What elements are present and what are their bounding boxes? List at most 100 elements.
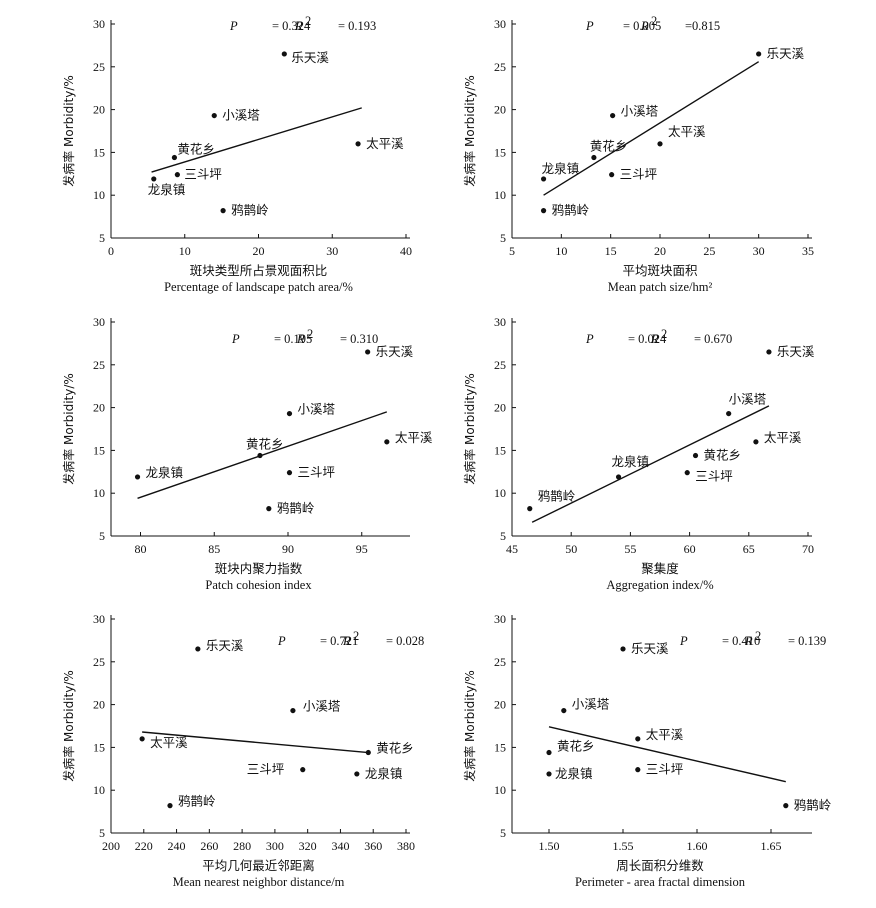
- x-tick-label: 0: [108, 244, 114, 258]
- x-tick-label: 10: [179, 244, 191, 258]
- x-tick-label: 5: [509, 244, 515, 258]
- x-tick-label: 60: [684, 542, 696, 556]
- regression-line: [543, 61, 760, 196]
- point-label: 三斗坪: [247, 762, 285, 777]
- x-axis-label: 平均几何最近邻距离: [202, 858, 315, 873]
- data-point: [151, 176, 157, 182]
- point-label: 三斗坪: [297, 465, 335, 480]
- x-tick-label: 10: [555, 244, 567, 258]
- p-value: = 0.005: [623, 19, 661, 33]
- point-label: 鸦鹊岭: [178, 794, 216, 809]
- data-point: [281, 51, 287, 57]
- y-tick-label: 25: [494, 60, 506, 74]
- r-squared-value: = 0.139: [788, 634, 826, 648]
- point-label: 乐天溪: [777, 344, 815, 359]
- x-tick-label: 90: [282, 542, 294, 556]
- x-tick-label: 45: [506, 542, 518, 556]
- p-label: P: [585, 332, 594, 346]
- point-label: 乐天溪: [206, 638, 244, 653]
- data-point: [174, 172, 180, 178]
- y-tick-label: 20: [93, 698, 105, 712]
- data-point: [354, 771, 360, 777]
- r-squared-label: R: [744, 634, 753, 648]
- point-label: 三斗坪: [646, 762, 684, 777]
- x-tick-label: 35: [802, 244, 814, 258]
- point-label: 黄花乡: [590, 139, 628, 154]
- chart-panel-5: 5 10 15 20 25 30 200 220 240 260 280 300 320 340 360 38…: [61, 612, 424, 889]
- data-point: [766, 349, 772, 355]
- p-value: = 0.195: [274, 332, 312, 346]
- x-tick-label: 20: [253, 244, 265, 258]
- y-axis-label: 发病率 Morbidity/%: [61, 75, 76, 187]
- data-point: [527, 506, 533, 512]
- data-point: [692, 452, 699, 459]
- y-tick-label: 10: [494, 188, 506, 202]
- data-point: [620, 646, 626, 652]
- r-squared-label: R: [640, 19, 649, 33]
- x-axis-label: 聚集度: [641, 561, 679, 576]
- p-label: P: [679, 634, 688, 648]
- chart-panel-6: 5 10 15 20 25 30 1.50 1.55 1.60 1.65 周长面积分维数 Perime…: [462, 612, 831, 889]
- chart-panel-2: 5 10 15 20 25 30 5 10 15 20 25 30 35 平均斑块面积 Mean patch…: [462, 14, 814, 294]
- point-label: 小溪塔: [303, 699, 341, 714]
- x-tick-label: 1.55: [613, 839, 634, 853]
- y-tick-label: 10: [93, 486, 105, 500]
- y-axis-label: 发病率 Morbidity/%: [462, 373, 477, 485]
- data-point: [540, 176, 547, 182]
- r-squared-label: R: [342, 634, 351, 648]
- x-tick-label: 70: [802, 542, 814, 556]
- y-tick-label: 5: [99, 529, 105, 543]
- data-point: [139, 736, 145, 742]
- r-squared-label: R: [294, 19, 303, 33]
- data-point: [300, 767, 306, 773]
- data-point: [195, 646, 201, 652]
- p-value: = 0.410: [722, 634, 760, 648]
- y-tick-label: 30: [494, 17, 506, 31]
- data-point: [610, 112, 616, 119]
- x-tick-label: 40: [400, 244, 412, 258]
- r-squared-superscript: 2: [661, 327, 667, 341]
- r-squared-value: = 0.670: [694, 332, 732, 346]
- data-point: [134, 474, 141, 480]
- point-label: 乐天溪: [631, 641, 669, 656]
- point-label: 太平溪: [395, 430, 433, 445]
- data-point: [546, 771, 552, 777]
- y-tick-label: 30: [93, 17, 105, 31]
- x-tick-label: 15: [605, 244, 617, 258]
- data-point: [286, 470, 293, 476]
- data-point: [635, 736, 641, 742]
- point-label: 鸦鹊岭: [552, 203, 590, 218]
- x-axis-label-en: Percentage of landscape patch area/%: [164, 280, 353, 294]
- point-label: 龙泉镇: [612, 454, 650, 469]
- y-tick-label: 15: [93, 443, 105, 457]
- y-tick-label: 5: [99, 231, 105, 245]
- y-tick-label: 25: [93, 358, 105, 372]
- p-label: P: [585, 19, 594, 33]
- point-label: 太平溪: [150, 735, 188, 750]
- point-label: 三斗坪: [695, 469, 733, 484]
- chart-panel-3: 5 10 15 20 25 30 80 85 90 95 斑块内聚力指数 Patch cohesion…: [61, 315, 433, 592]
- y-tick-label: 5: [500, 826, 506, 840]
- x-tick-label: 380: [397, 839, 415, 853]
- r-squared-superscript: 2: [353, 629, 359, 643]
- x-axis-label: 斑块内聚力指数: [215, 561, 303, 576]
- point-label: 太平溪: [646, 727, 684, 742]
- y-tick-label: 20: [494, 401, 506, 415]
- y-tick-label: 15: [494, 443, 506, 457]
- point-label: 龙泉镇: [148, 182, 186, 197]
- point-label: 小溪塔: [621, 104, 659, 119]
- data-point: [783, 803, 789, 809]
- chart-panel-1: 5 10 15 20 25 30 0 10 20 30 40 斑块类型所占景观面积比 Percentag…: [61, 14, 412, 294]
- x-tick-label: 25: [703, 244, 715, 258]
- x-axis-label: 平均斑块面积: [622, 263, 697, 278]
- y-tick-label: 10: [93, 783, 105, 797]
- y-tick-label: 30: [494, 315, 506, 329]
- data-point: [657, 141, 663, 147]
- y-tick-label: 20: [494, 103, 506, 117]
- y-tick-label: 20: [93, 103, 105, 117]
- x-tick-label: 300: [266, 839, 284, 853]
- data-point: [753, 439, 759, 445]
- y-tick-label: 25: [494, 358, 506, 372]
- r-squared-superscript: 2: [755, 629, 761, 643]
